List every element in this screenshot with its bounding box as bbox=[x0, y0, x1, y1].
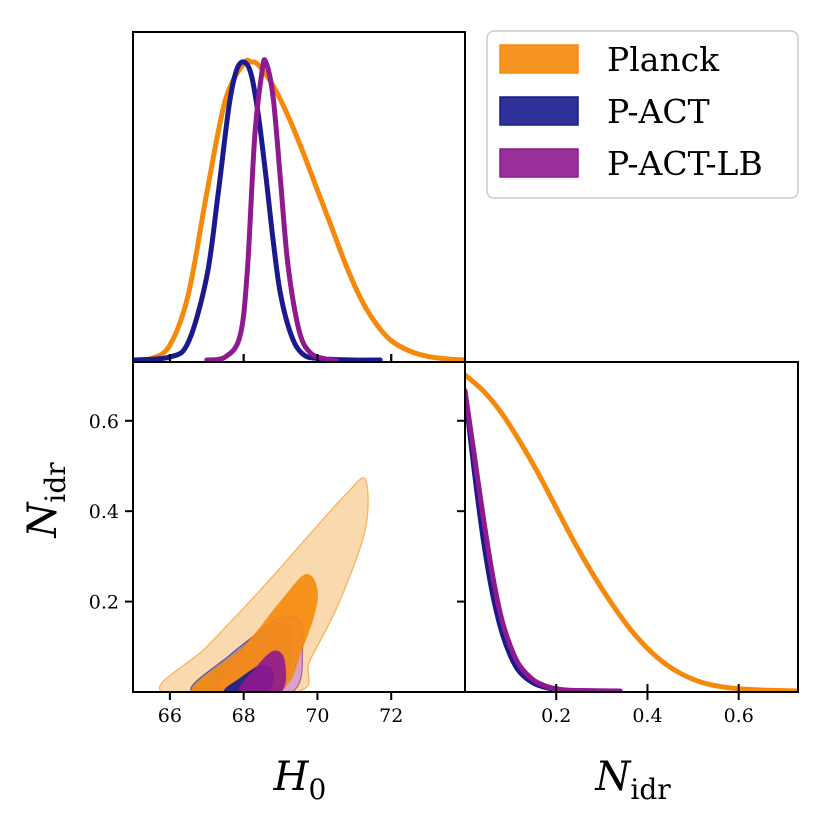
h0-pdf-curve-planck bbox=[133, 57, 465, 362]
legend-swatch-planck bbox=[499, 44, 579, 74]
nidr-tick-label: 0.6 bbox=[89, 411, 119, 433]
nidr-pdf-curve-p-act-lb bbox=[465, 388, 623, 692]
legend-label-p-act: P-ACT bbox=[607, 92, 710, 131]
legend-swatch-p-act bbox=[499, 96, 579, 126]
nidr-pdf-tick-label: 0.4 bbox=[632, 705, 662, 727]
contour-p-act-lb-1sigma bbox=[238, 650, 287, 692]
h0-tick-label: 66 bbox=[158, 705, 182, 727]
h0-tick-label: 72 bbox=[379, 705, 403, 727]
h0-pdf-curve-p-act-lb bbox=[204, 57, 339, 362]
y-axis-label-nidr-symbol: N bbox=[20, 501, 66, 539]
legend: Planck P-ACT P-ACT-LB bbox=[486, 30, 799, 199]
nidr-pdf-tick-label: 0.2 bbox=[541, 705, 571, 727]
h0-nidr-contour-panel: 66 68 70 72 0.2 0.4 0.6 bbox=[89, 354, 466, 727]
h0-pdf-curve-p-act bbox=[133, 59, 383, 362]
h0-tick-label: 70 bbox=[305, 705, 329, 727]
x-axis-label-nidr-subscript: idr bbox=[630, 773, 671, 806]
y-axis-label-nidr: Nidr bbox=[20, 462, 72, 539]
legend-swatch-p-act-lb bbox=[499, 148, 579, 178]
nidr-pdf-frame bbox=[464, 361, 799, 693]
nidr-pdf-tick-label: 0.6 bbox=[724, 705, 754, 727]
nidr-pdf-curve-planck bbox=[465, 372, 798, 692]
x-axis-label-h0-subscript: 0 bbox=[309, 773, 327, 806]
legend-label-planck: Planck bbox=[607, 40, 720, 79]
nidr-pdf-panel: 0.2 0.4 0.6 bbox=[464, 361, 799, 727]
nidr-tick-label: 0.4 bbox=[89, 501, 119, 523]
legend-label-p-act-lb: P-ACT-LB bbox=[607, 144, 763, 183]
nidr-tick-label: 0.2 bbox=[89, 592, 119, 614]
x-axis-label-nidr-symbol: N bbox=[594, 754, 632, 800]
x-axis-label-h0-symbol: H bbox=[273, 754, 310, 800]
x-axis-label-nidr: Nidr bbox=[594, 754, 671, 806]
contour-planck-2sigma bbox=[159, 477, 369, 692]
h0-pdf-panel bbox=[132, 31, 466, 363]
h0-tick-label: 68 bbox=[232, 705, 256, 727]
y-axis-label-nidr-subscript: idr bbox=[39, 462, 72, 503]
x-axis-label-h0: H0 bbox=[273, 754, 327, 806]
